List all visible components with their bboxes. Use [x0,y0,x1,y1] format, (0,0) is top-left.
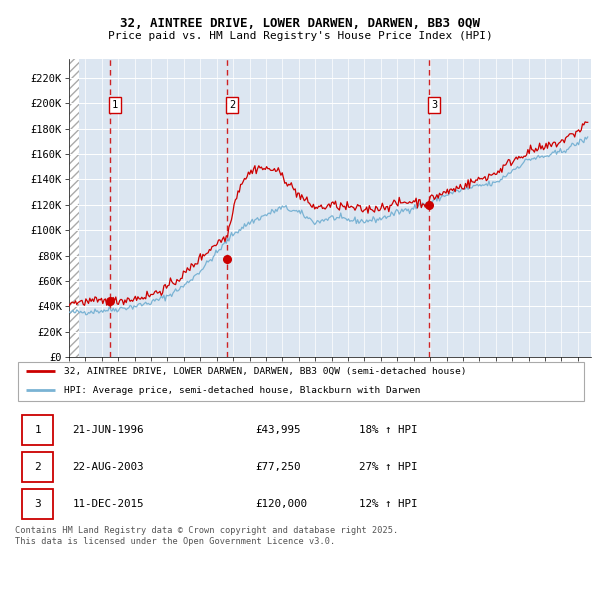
FancyBboxPatch shape [18,362,584,401]
Text: 21-JUN-1996: 21-JUN-1996 [73,425,144,435]
FancyBboxPatch shape [22,415,53,445]
Text: 32, AINTREE DRIVE, LOWER DARWEN, DARWEN, BB3 0QW: 32, AINTREE DRIVE, LOWER DARWEN, DARWEN,… [120,17,480,30]
Text: 3: 3 [34,499,41,509]
FancyBboxPatch shape [22,489,53,519]
Text: 22-AUG-2003: 22-AUG-2003 [73,462,144,472]
Text: HPI: Average price, semi-detached house, Blackburn with Darwen: HPI: Average price, semi-detached house,… [64,386,420,395]
Text: 18% ↑ HPI: 18% ↑ HPI [359,425,418,435]
Text: 2: 2 [34,462,41,472]
Text: 11-DEC-2015: 11-DEC-2015 [73,499,144,509]
Bar [69,59,79,357]
Text: 12% ↑ HPI: 12% ↑ HPI [359,499,418,509]
Text: £120,000: £120,000 [256,499,308,509]
Text: 3: 3 [431,100,437,110]
Text: £43,995: £43,995 [256,425,301,435]
Text: £77,250: £77,250 [256,462,301,472]
Text: Contains HM Land Registry data © Crown copyright and database right 2025.
This d: Contains HM Land Registry data © Crown c… [15,526,398,546]
Text: 2: 2 [229,100,235,110]
Text: 1: 1 [112,100,118,110]
Text: Price paid vs. HM Land Registry's House Price Index (HPI): Price paid vs. HM Land Registry's House … [107,31,493,41]
Text: 32, AINTREE DRIVE, LOWER DARWEN, DARWEN, BB3 0QW (semi-detached house): 32, AINTREE DRIVE, LOWER DARWEN, DARWEN,… [64,367,466,376]
Text: 1: 1 [34,425,41,435]
FancyBboxPatch shape [22,452,53,482]
Text: 27% ↑ HPI: 27% ↑ HPI [359,462,418,472]
